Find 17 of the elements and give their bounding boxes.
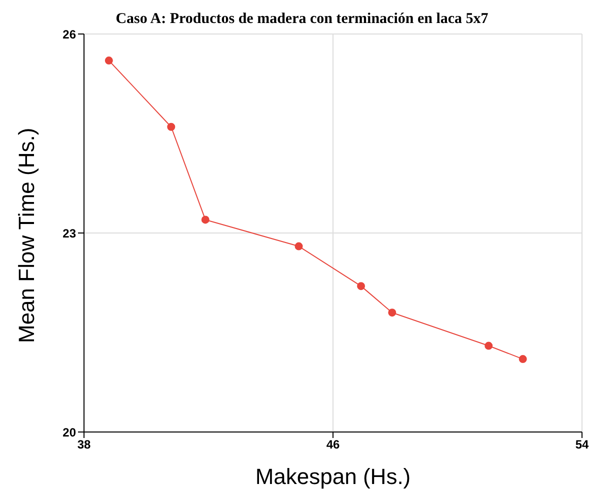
point — [518, 355, 527, 364]
y-tick-label: 23 — [62, 226, 76, 240]
point — [294, 242, 303, 250]
x-tick-label: 54 — [575, 438, 589, 452]
point — [167, 122, 176, 131]
x-tick-label: 38 — [77, 438, 91, 452]
y-tick-label: 20 — [62, 425, 76, 440]
point — [357, 282, 366, 290]
y-axis-title: Mean Flow Time (Hs.) — [14, 128, 39, 343]
x-tick-label: 46 — [326, 438, 340, 452]
point — [201, 216, 210, 224]
x-axis-title: Makespan (Hs.) — [255, 464, 411, 489]
point — [388, 308, 396, 317]
chart-title: Caso A: Productos de madera con terminación en laca 5x7 — [116, 11, 488, 27]
point — [484, 342, 493, 350]
y-tick-label: 26 — [62, 27, 76, 42]
point — [104, 56, 113, 65]
